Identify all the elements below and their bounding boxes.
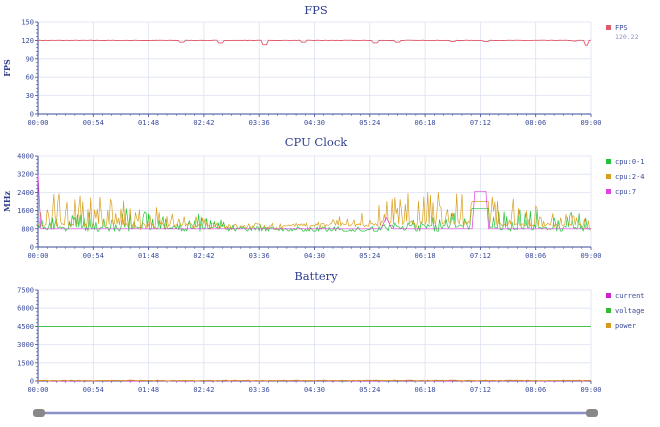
x-tick-label: 04:30 xyxy=(304,386,325,394)
x-tick-label: 09:00 xyxy=(580,386,601,394)
legend-value: 120.22 xyxy=(615,33,639,41)
y-tick-label: 120 xyxy=(21,37,34,45)
legend-swatch xyxy=(606,159,611,164)
x-tick-label: 05:24 xyxy=(359,119,380,127)
x-tick-label: 00:00 xyxy=(27,252,48,260)
x-tick-label: 08:06 xyxy=(525,119,546,127)
x-tick-label: 03:36 xyxy=(249,386,270,394)
x-tick-label: 01:48 xyxy=(138,252,159,260)
legend-label: FPS xyxy=(615,24,628,32)
legend-label: current xyxy=(615,292,645,300)
y-tick-label: 800 xyxy=(21,225,34,233)
legend-label: cpu:2-4 xyxy=(615,173,645,181)
legend-swatch xyxy=(606,323,611,328)
x-tick-label: 00:00 xyxy=(27,119,48,127)
x-tick-label: 06:18 xyxy=(415,386,436,394)
series-line-cpu-0-1 xyxy=(37,207,592,232)
legend-label: cpu:0-1 xyxy=(615,158,645,166)
y-tick-label: 150 xyxy=(21,19,34,27)
y-tick-label: 3000 xyxy=(17,341,34,349)
legend-swatch xyxy=(606,189,611,194)
x-tick-label: 02:42 xyxy=(193,119,214,127)
y-axis-label: MHz xyxy=(2,191,12,212)
x-tick-label: 07:12 xyxy=(470,386,491,394)
legend-swatch xyxy=(606,308,611,313)
series-line-cpu-2-4 xyxy=(37,192,592,231)
y-tick-label: 1600 xyxy=(17,207,34,215)
series-line-cpu-7 xyxy=(37,174,591,230)
chart-title: CPU Clock xyxy=(285,135,349,149)
x-tick-label: 03:36 xyxy=(249,252,270,260)
x-tick-label: 05:24 xyxy=(359,386,380,394)
x-tick-label: 05:24 xyxy=(359,252,380,260)
x-tick-label: 04:30 xyxy=(304,119,325,127)
slider-handle-end[interactable] xyxy=(586,409,598,417)
x-tick-label: 09:00 xyxy=(580,252,601,260)
y-tick-label: 90 xyxy=(26,55,34,63)
y-tick-label: 3200 xyxy=(17,171,34,179)
x-tick-label: 01:48 xyxy=(138,386,159,394)
x-tick-label: 07:12 xyxy=(470,252,491,260)
chart-panel-0: FPS 0 30 60 90 120 150 00:00 00:54 01:48 02:42 03:3… xyxy=(2,3,639,127)
y-tick-label: 0 xyxy=(30,378,34,386)
legend-label: power xyxy=(615,322,636,330)
y-tick-label: 4000 xyxy=(17,153,34,161)
x-tick-label: 01:48 xyxy=(138,119,159,127)
x-tick-label: 03:36 xyxy=(249,119,270,127)
x-tick-label: 08:06 xyxy=(525,252,546,260)
series-line-FPS xyxy=(37,39,592,46)
chart-panel-2: Battery 0 1500 3000 4500 6000 7500 00:00 00:54 01… xyxy=(17,269,644,394)
y-tick-label: 2400 xyxy=(17,189,34,197)
series-line-power xyxy=(38,379,592,382)
legend-swatch xyxy=(606,293,611,298)
y-tick-label: 60 xyxy=(26,74,34,82)
x-tick-label: 09:00 xyxy=(580,119,601,127)
slider-handle-start[interactable] xyxy=(33,409,45,417)
y-tick-label: 1500 xyxy=(17,359,34,367)
x-tick-label: 06:18 xyxy=(415,252,436,260)
x-tick-label: 00:54 xyxy=(83,386,104,394)
chart-panel-1: CPU Clock 0 800 1600 2400 3200 4000 00:00 00:54 0… xyxy=(2,135,645,260)
x-tick-label: 07:12 xyxy=(470,119,491,127)
legend-swatch xyxy=(606,25,611,30)
y-tick-label: 6000 xyxy=(17,305,34,313)
y-tick-label: 0 xyxy=(30,111,34,119)
legend-label: cpu:7 xyxy=(615,188,636,196)
y-tick-label: 0 xyxy=(30,244,34,252)
time-range-slider[interactable] xyxy=(33,409,598,417)
chart-title: Battery xyxy=(294,269,338,283)
chart-title: FPS xyxy=(304,3,328,17)
legend-swatch xyxy=(606,174,611,179)
y-tick-label: 7500 xyxy=(17,287,34,295)
y-tick-label: 30 xyxy=(26,92,34,100)
legend-label: voltage xyxy=(615,307,645,315)
x-tick-label: 06:18 xyxy=(415,119,436,127)
x-tick-label: 08:06 xyxy=(525,386,546,394)
y-axis-label: FPS xyxy=(2,59,12,77)
x-tick-label: 02:42 xyxy=(193,252,214,260)
x-tick-label: 00:54 xyxy=(83,119,104,127)
x-tick-label: 00:54 xyxy=(83,252,104,260)
x-tick-label: 00:00 xyxy=(27,386,48,394)
x-tick-label: 04:30 xyxy=(304,252,325,260)
x-tick-label: 02:42 xyxy=(193,386,214,394)
y-tick-label: 4500 xyxy=(17,323,34,331)
